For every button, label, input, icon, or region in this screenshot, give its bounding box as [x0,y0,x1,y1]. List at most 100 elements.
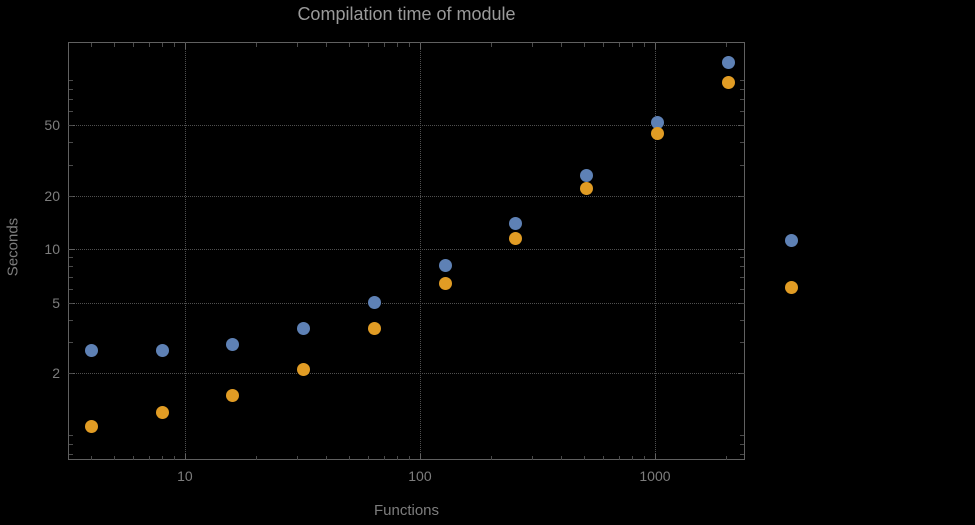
data-point-series-2 [155,406,169,420]
x-tick-mark [654,454,656,460]
x-minor-tick-mark [255,456,257,460]
y-minor-tick-mark [69,257,73,259]
y-minor-tick-mark [69,302,73,304]
y-minor-tick-mark [740,125,744,127]
y-minor-tick-mark [69,319,73,321]
data-point-series-2 [438,277,452,291]
x-axis-label: Functions [373,502,440,519]
y-minor-tick-mark [740,79,744,81]
y-minor-tick-mark [740,88,744,90]
y-minor-tick-mark [740,288,744,290]
y-minor-tick-mark [740,164,744,166]
data-point-series-1 [84,343,98,357]
y-tick-mark [738,249,744,251]
x-tick-mark [419,454,421,460]
x-minor-tick-mark [91,456,93,460]
data-point-series-1 [367,296,381,310]
y-minor-tick-mark [69,288,73,290]
plot-frame [68,42,745,460]
data-point-series-1 [721,56,735,70]
x-minor-tick-mark [367,456,369,460]
x-minor-tick-mark [602,456,604,460]
x-minor-tick-mark [644,43,646,47]
x-tick-label: 10 [177,468,193,484]
x-minor-tick-mark [632,456,634,460]
x-minor-tick-mark [644,456,646,460]
data-point-series-2 [297,363,311,377]
y-minor-tick-mark [69,276,73,278]
legend-marker [784,233,798,247]
data-point-series-1 [509,216,523,230]
chart-title: Compilation time of module [297,4,516,24]
y-minor-tick-mark [740,302,744,304]
y-minor-tick-mark [740,276,744,278]
x-minor-tick-mark [561,43,563,47]
x-gridline [419,42,421,460]
y-minor-tick-mark [69,111,73,113]
x-minor-tick-mark [132,456,134,460]
x-minor-tick-mark [367,43,369,47]
x-minor-tick-mark [397,43,399,47]
x-minor-tick-mark [618,456,620,460]
y-minor-tick-mark [740,99,744,101]
x-minor-tick-mark [561,456,563,460]
legend-marker [784,280,798,294]
x-minor-tick-mark [297,456,299,460]
y-gridline [68,373,745,375]
data-point-series-1 [226,338,240,352]
y-minor-tick-mark [69,164,73,166]
x-tick-mark [654,43,656,49]
y-tick-label: 20 [44,187,60,204]
y-minor-tick-mark [69,125,73,127]
y-minor-tick-mark [69,88,73,90]
x-minor-tick-mark [326,456,328,460]
y-minor-tick-mark [69,434,73,436]
x-minor-tick-mark [532,456,534,460]
y-gridline [68,302,745,304]
y-minor-tick-mark [69,373,73,375]
x-minor-tick-mark [725,43,727,47]
y-tick-label: 50 [44,117,60,134]
x-minor-tick-mark [132,43,134,47]
y-minor-tick-mark [740,257,744,259]
y-minor-tick-mark [69,342,73,344]
y-minor-tick-mark [740,195,744,197]
x-minor-tick-mark [632,43,634,47]
x-minor-tick-mark [349,456,351,460]
x-minor-tick-mark [584,43,586,47]
x-minor-tick-mark [490,456,492,460]
y-minor-tick-mark [69,266,73,268]
x-minor-tick-mark [584,456,586,460]
data-point-series-2 [650,126,664,140]
y-tick-label: 2 [52,365,60,382]
x-minor-tick-mark [114,456,116,460]
y-minor-tick-mark [740,434,744,436]
y-minor-tick-mark [69,195,73,197]
data-point-series-2 [509,231,523,245]
y-tick-mark [69,249,75,251]
y-axis-label: Seconds [4,217,22,277]
y-minor-tick-mark [69,79,73,81]
x-gridline [654,42,656,460]
x-tick-label: 100 [408,468,432,484]
data-point-series-2 [721,75,735,89]
x-minor-tick-mark [91,43,93,47]
x-minor-tick-mark [174,43,176,47]
data-point-series-1 [650,115,664,129]
x-minor-tick-mark [397,456,399,460]
x-minor-tick-mark [409,43,411,47]
y-tick-label: 5 [52,294,60,311]
y-gridline [68,195,745,197]
y-tick-label: 10 [44,241,60,258]
x-minor-tick-mark [174,456,176,460]
x-minor-tick-mark [383,43,385,47]
data-point-series-2 [226,389,240,403]
data-point-series-1 [155,343,169,357]
x-minor-tick-mark [326,43,328,47]
x-minor-tick-mark [602,43,604,47]
y-minor-tick-mark [740,266,744,268]
x-minor-tick-mark [255,43,257,47]
y-minor-tick-mark [740,142,744,144]
x-minor-tick-mark [148,43,150,47]
